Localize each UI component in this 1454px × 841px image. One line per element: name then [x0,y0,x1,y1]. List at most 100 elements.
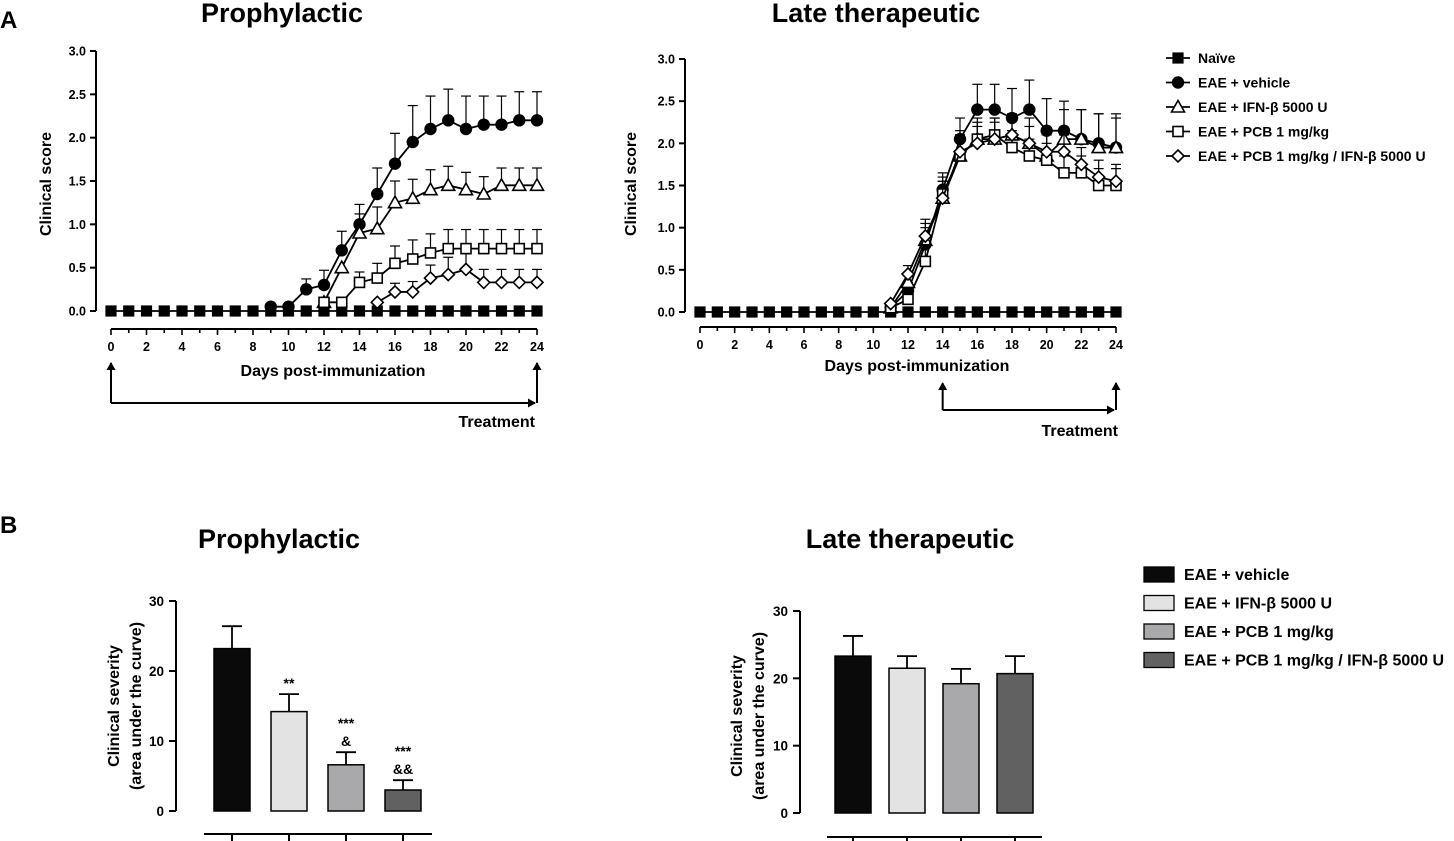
marker-square [194,305,206,317]
marker-square [746,306,758,318]
marker-square-open [495,242,508,255]
marker-diamond [1074,157,1089,172]
marker-square [495,305,508,317]
marker-circle [495,118,508,131]
y-tick-label: 0.0 [69,305,86,319]
marker-triangle [1108,139,1124,154]
chart-title: Late therapeutic [772,0,981,28]
legend-label: EAE + PCB 1 mg/kg / IFN-β 5000 U [1198,148,1426,164]
x-tick-label: 18 [1005,338,1019,352]
marker-triangle [1073,130,1090,145]
chart-b-late-therapeutic: Late therapeutic Clinical severity (area… [729,524,1444,841]
legend-swatch [1143,623,1175,640]
y-tick-label: 30 [773,604,788,619]
marker-circle [530,114,544,127]
marker-circle [971,103,984,116]
x-tick-label: 20 [459,340,473,354]
marker-square [1023,306,1035,318]
marker-square [937,306,949,318]
marker-diamond [441,267,456,282]
marker-square [336,305,348,317]
legend-item: EAE + PCB 1 mg/kg / IFN-β 5000 U [1166,148,1426,164]
marker-circle [282,300,295,313]
marker-circle [406,135,419,149]
marker-square [478,305,490,317]
x-tick-label: 0 [697,338,704,352]
marker-diamond [918,228,933,244]
marker-square-open [531,242,543,255]
y-axis-label-line1: Clinical severity [729,655,746,777]
marker-square [954,306,966,318]
bar [327,764,365,812]
marker-square [123,305,135,317]
bar [834,655,872,814]
marker-diamond [970,136,985,151]
marker-diamond [405,284,420,300]
marker-square-open [1172,125,1184,138]
panel-label-b: B [0,512,17,539]
marker-diamond [476,275,491,290]
y-tick-label: 3.0 [658,53,675,67]
x-tick-label: 24 [1109,338,1123,352]
marker-square [763,306,775,318]
marker-circle [988,103,1001,116]
marker-square [353,305,366,317]
marker-square-open [424,247,437,259]
y-axis-label-line2: (area under the curve) [751,632,768,800]
marker-triangle [440,177,457,192]
y-tick-label: 1.0 [69,218,86,232]
marker-diamond [529,275,545,290]
y-tick-label: 20 [149,664,164,679]
marker-square [1172,52,1184,64]
y-tick-label: 0 [780,806,788,821]
series-eae-pcb-1-mg-kg [318,228,543,309]
marker-square-open [919,255,932,268]
marker-square [1041,306,1053,318]
series-line [376,268,537,304]
significance-label: ** [284,675,295,691]
legend-label: EAE + PCB 1 mg/kg [1198,124,1329,140]
chart-a-prophylactic: Prophylactic Clinical score Days post-im… [38,0,545,431]
marker-circle [1023,103,1036,116]
marker-triangle [458,181,474,196]
marker-square [158,305,170,317]
x-tick-label: 2 [143,340,150,354]
y-tick-label: 1.5 [69,175,86,189]
x-tick-label: 24 [530,340,544,354]
bar-group [834,635,872,814]
marker-square [989,306,1001,318]
significance-label: & [341,733,351,749]
marker-diamond [387,284,403,300]
marker-diamond [512,275,527,290]
series-line [270,119,537,308]
bar-group [942,668,980,814]
marker-triangle [475,185,492,200]
marker-diamond [1091,169,1106,185]
series-eae-vehicle [884,79,1123,314]
marker-triangle [511,177,528,192]
marker-circle [300,283,313,296]
y-tick-label: 0.5 [69,261,86,275]
marker-square [711,306,723,318]
bar-group: *** & [327,715,365,812]
x-tick-label: 22 [495,340,509,354]
marker-diamond [370,295,385,310]
marker-square-open [460,242,472,255]
x-tick-label: 2 [731,338,738,352]
x-tick-label: 6 [214,340,221,354]
x-tick-label: 0 [108,340,115,354]
marker-diamond [1108,174,1124,189]
bar [270,710,308,812]
marker-square [729,306,741,318]
marker-square [1075,306,1087,318]
marker-square [460,305,472,317]
chart-title: Prophylactic [201,0,363,28]
bar [888,667,926,814]
y-tick-label: 20 [773,671,788,686]
marker-square [902,306,914,318]
marker-circle [371,187,384,201]
x-tick-label: 10 [866,338,880,352]
marker-triangle [387,194,403,209]
x-tick-label: 12 [317,340,331,354]
